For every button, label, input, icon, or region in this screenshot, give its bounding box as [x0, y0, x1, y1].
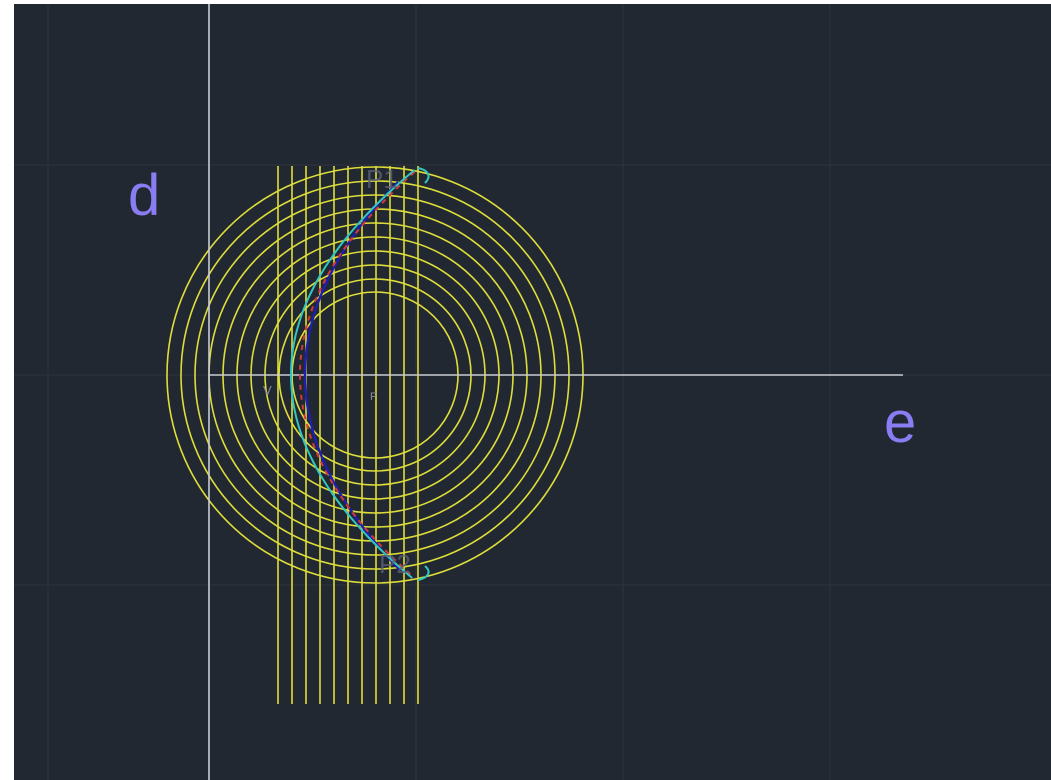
axis-label: e	[884, 390, 916, 455]
end-hook-bottom	[417, 565, 430, 581]
vertex-label: V	[263, 383, 272, 398]
construction-vertical-lines	[277, 166, 419, 704]
parabola-curve[interactable]	[290, 169, 416, 579]
canvas-background	[14, 4, 1051, 780]
point-2-label: P2	[379, 549, 411, 579]
end-hook-top	[417, 167, 430, 184]
directrix-label: d	[128, 163, 160, 228]
parabola-construction-dashed[interactable]	[299, 171, 416, 577]
point-1-label: P1	[366, 164, 398, 194]
focus-label: F	[370, 391, 377, 403]
